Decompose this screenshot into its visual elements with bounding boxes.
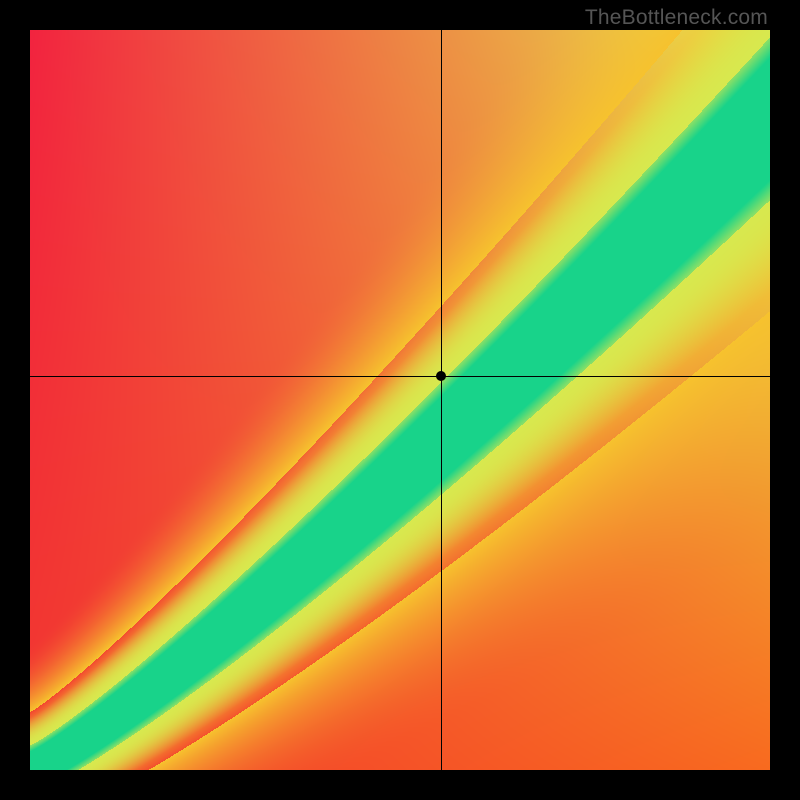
crosshair-horizontal (30, 376, 770, 377)
plot-area (30, 30, 770, 770)
chart-container: TheBottleneck.com (0, 0, 800, 800)
crosshair-vertical (441, 30, 442, 770)
data-point-marker (436, 371, 446, 381)
watermark-text: TheBottleneck.com (585, 6, 768, 30)
heatmap-canvas (30, 30, 770, 770)
